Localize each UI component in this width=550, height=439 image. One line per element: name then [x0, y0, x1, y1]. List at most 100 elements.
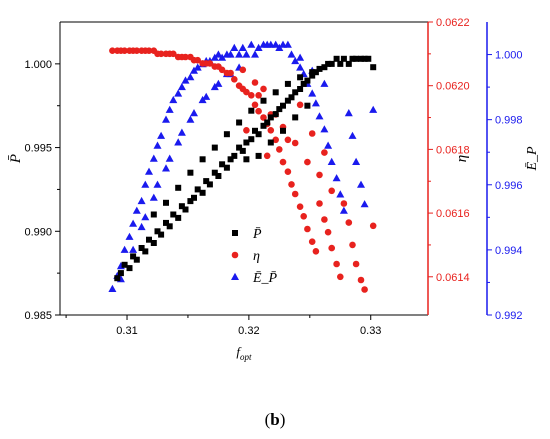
ep-bar-point: [357, 180, 365, 188]
p-bar-point: [361, 55, 368, 62]
ep-bar-point: [311, 99, 320, 107]
p-bar-point: [349, 55, 356, 62]
ep-bar-point: [320, 79, 329, 87]
p-bar-point: [121, 261, 128, 268]
ep-bar-point: [162, 164, 170, 172]
ep-bar-point: [336, 190, 345, 198]
ep-bar-point: [339, 206, 348, 214]
p-bar-point: [312, 69, 319, 76]
p-bar-point: [297, 74, 304, 81]
p-bar-point: [199, 189, 206, 196]
eta-point: [361, 286, 368, 293]
p-bar-point: [272, 111, 279, 118]
eta-point: [337, 273, 344, 281]
p-bar-point: [328, 60, 335, 67]
ep-bar-point: [190, 109, 198, 117]
p-bar-point: [280, 127, 286, 134]
p-bar-point: [345, 60, 352, 67]
left-y-tick-label: 0.995: [24, 143, 52, 155]
left-y-tick-label: 1.000: [24, 59, 52, 71]
left-y-tick-label: 0.985: [24, 310, 52, 322]
ep-bar-point: [165, 154, 174, 162]
p-bar-point: [243, 139, 250, 146]
ep-bar-point: [129, 245, 138, 253]
p-bar-point: [227, 156, 234, 163]
series-p-bar: [114, 55, 377, 282]
p-bar-point: [219, 161, 226, 168]
p-bar-point: [252, 127, 258, 134]
p-bar-point: [236, 144, 243, 151]
p-bar-point: [272, 89, 279, 96]
p-bar-point: [321, 64, 328, 71]
eta-point: [157, 50, 165, 58]
x-axis-title-sub: opt: [240, 352, 252, 362]
p-bar-point: [175, 214, 182, 221]
ep-bar-point: [125, 232, 134, 240]
p-bar-point: [187, 169, 194, 176]
p-bar-point: [288, 94, 295, 101]
eta-point: [272, 136, 280, 144]
p-bar-point: [280, 102, 286, 109]
p-bar-point: [304, 102, 311, 109]
p-bar-point: [243, 156, 250, 163]
eta-point: [145, 47, 153, 54]
eta-point: [321, 149, 328, 156]
x-tick-label: 0.31: [116, 325, 137, 337]
legend-label-3: Ē_P̄: [252, 270, 278, 286]
p-bar-point: [365, 55, 372, 62]
ep-bar-point: [283, 40, 292, 48]
ep-bar-point: [218, 53, 227, 61]
ep-bar-point: [177, 82, 186, 91]
eta-point: [300, 213, 308, 220]
panel-label-close: ): [279, 410, 286, 429]
p-bar-point: [223, 131, 230, 138]
eta-axis-tick-label: 0.0622: [436, 17, 470, 29]
eta-point: [328, 187, 336, 195]
ep-bar-point: [169, 95, 178, 104]
ep-bar-point: [174, 89, 183, 97]
p-bar-point: [150, 211, 157, 218]
p-bar-point: [175, 184, 182, 191]
p-bar-point: [284, 97, 291, 104]
ep-bar-point: [149, 154, 158, 162]
ep-bar-point: [145, 167, 153, 175]
p-bar-point: [158, 231, 165, 238]
ep-bar-point: [271, 40, 280, 48]
ep-bar-point: [141, 180, 150, 188]
p-bar-point: [206, 181, 213, 188]
eta-point: [276, 146, 283, 153]
ep-bar-point: [327, 157, 336, 165]
ep-bar-point: [287, 50, 296, 58]
p-bar-point: [325, 60, 332, 67]
p-bar-point: [236, 119, 243, 126]
eta-point: [284, 136, 292, 144]
eta-point: [328, 244, 336, 252]
legend-label-2: η: [253, 249, 260, 264]
ep-axis-tick-label: 0.996: [495, 180, 523, 192]
p-bar-point: [239, 147, 246, 154]
ep-bar-point: [141, 213, 150, 221]
ep-bar-point: [186, 115, 195, 123]
p-bar-point: [267, 139, 274, 146]
eta-point: [288, 181, 295, 188]
x-tick-label: 0.32: [238, 325, 259, 337]
ep-bar-point: [360, 200, 369, 208]
p-bar-point: [255, 152, 262, 159]
eta-axis-tick-label: 0.0618: [436, 144, 470, 156]
ep-bar-point: [291, 56, 300, 65]
eta-point: [333, 260, 340, 268]
ep-bar-point: [186, 73, 195, 81]
eta-point: [357, 276, 365, 284]
p-bar-point: [187, 198, 194, 205]
ep-axis-tick-label: 0.992: [495, 310, 523, 322]
p-bar-point: [154, 228, 161, 235]
ep-bar-point: [210, 82, 219, 91]
p-bar-point: [114, 275, 121, 282]
ep-bar-point: [235, 50, 244, 58]
ep-bar-point: [193, 63, 202, 71]
p-bar-point: [309, 72, 316, 79]
p-bar-point: [178, 203, 185, 210]
ep-axis-tick-label: 0.994: [495, 245, 523, 257]
eta-point: [239, 66, 247, 74]
eta-point: [312, 248, 320, 255]
